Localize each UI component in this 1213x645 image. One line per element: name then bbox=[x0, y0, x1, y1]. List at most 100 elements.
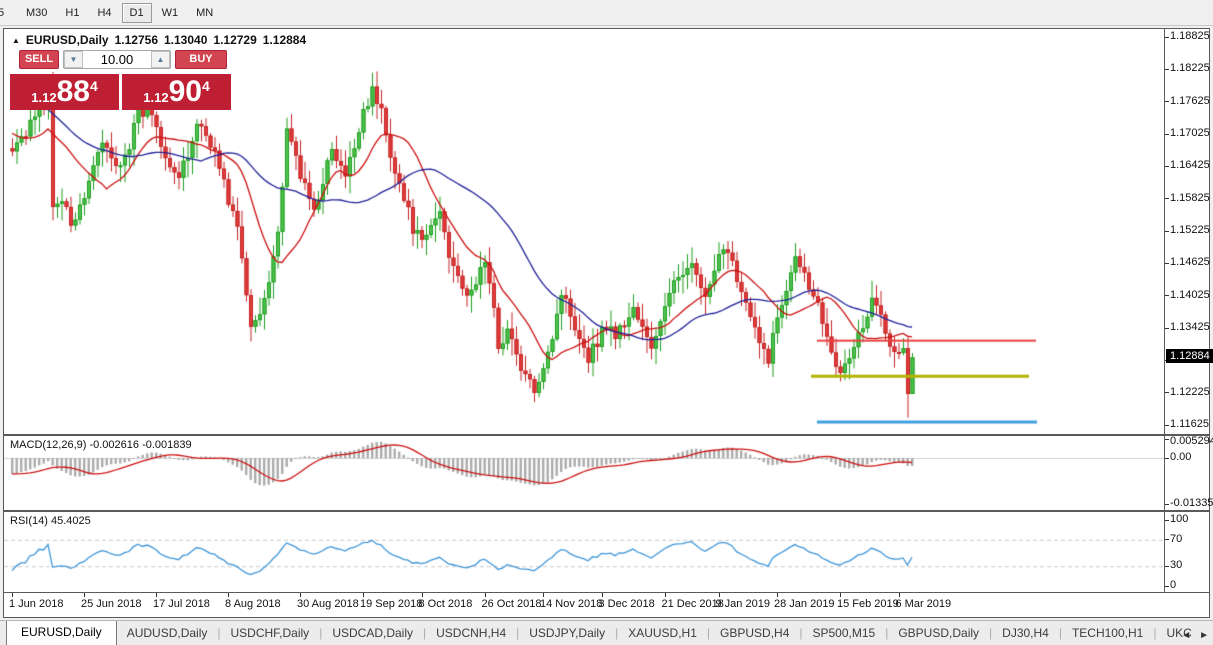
rsi-axis-tick bbox=[1165, 519, 1169, 521]
price-axis-tick bbox=[1165, 392, 1169, 394]
date-axis-label: 14 Nov 2018 bbox=[540, 598, 603, 610]
price-axis-label: 1.17625 bbox=[1170, 94, 1210, 107]
chart-tab-xauusd[interactable]: XAUUSD,H1 bbox=[628, 626, 697, 640]
date-axis-label: 1 Jun 2018 bbox=[9, 598, 64, 610]
chart-tab-usdcnh[interactable]: USDCNH,H4 bbox=[436, 626, 507, 640]
sell-button[interactable]: SELL bbox=[19, 50, 59, 69]
chart-tab-sp500[interactable]: SP500,M15 bbox=[812, 626, 876, 640]
date-axis-tick bbox=[777, 593, 778, 597]
chart-tab-dj30[interactable]: DJ30,H4 bbox=[1002, 626, 1049, 640]
price-axis[interactable]: 1.12884 1.18825 1.18225 1.17625 1.17025 1.16… bbox=[1164, 29, 1213, 434]
rsi-label: RSI(14) 45.4025 bbox=[10, 515, 91, 527]
timeframe-button-mn[interactable]: MN bbox=[196, 6, 214, 19]
chart-tab-usdjpy[interactable]: USDJPY,Daily bbox=[529, 626, 606, 640]
sell-price-main: 88 bbox=[56, 75, 90, 108]
price-axis-label: 1.18225 bbox=[1170, 62, 1210, 75]
macd-axis-label: 0.005294 bbox=[1170, 435, 1213, 447]
macd-canvas[interactable] bbox=[4, 436, 1164, 510]
rsi-axis-tick bbox=[1165, 565, 1169, 567]
tab-separator: | bbox=[989, 626, 993, 640]
date-axis-tick bbox=[664, 593, 666, 597]
timeframe-button-d1[interactable]: D1 bbox=[121, 2, 152, 23]
price-axis-label: 1.17025 bbox=[1170, 127, 1210, 139]
price-axis-tick bbox=[1165, 36, 1169, 38]
timeframe-button-5[interactable]: 5 bbox=[0, 3, 16, 23]
macd-axis[interactable]: 0.005294 0.00 -0.013353 bbox=[1164, 435, 1213, 510]
date-axis-label: 9 Jan 2019 bbox=[715, 598, 770, 610]
date-axis-tick bbox=[12, 593, 13, 597]
date-axis-label: 15 Feb 2019 bbox=[837, 598, 899, 610]
tab-separator: | bbox=[706, 626, 711, 640]
date-axis-label: 30 Aug 2018 bbox=[297, 598, 359, 610]
rsi-canvas[interactable] bbox=[4, 512, 1164, 592]
chart-tab-usdcad[interactable]: USDCAD,Daily bbox=[332, 626, 413, 640]
ohlc-low: 1.12729 bbox=[213, 33, 257, 47]
tab-separator: | bbox=[1153, 626, 1157, 640]
date-axis-tick bbox=[156, 593, 157, 597]
chart-window: ▲ EURUSD,Daily 1.12756 1.13040 1.12729 1… bbox=[3, 28, 1213, 618]
chart-tab-audusd[interactable]: AUDUSD,Daily bbox=[126, 626, 208, 640]
rsi-axis-label: 0 bbox=[1170, 579, 1177, 591]
tab-separator: | bbox=[516, 626, 520, 640]
sell-price-display[interactable]: 1.12 88 4 bbox=[10, 74, 119, 110]
timeframe-button-w1[interactable]: W1 bbox=[161, 6, 179, 19]
volume-input[interactable] bbox=[83, 51, 151, 68]
date-axis-tick bbox=[421, 593, 423, 597]
date-axis-tick bbox=[228, 593, 229, 597]
date-axis-label: 8 Oct 2018 bbox=[418, 598, 473, 610]
ohlc-open: 1.12756 bbox=[114, 33, 158, 47]
pane-separator[interactable] bbox=[4, 434, 1209, 436]
symbol-name: EURUSD,Daily bbox=[25, 33, 109, 47]
date-axis-tick bbox=[84, 593, 85, 597]
price-axis-label: 1.11625 bbox=[1170, 418, 1209, 430]
timeframe-button-h4[interactable]: H4 bbox=[97, 6, 112, 19]
date-axis-tick bbox=[300, 593, 301, 597]
macd-label: MACD(12,26,9) -0.002616 -0.001839 bbox=[10, 439, 192, 451]
chart-tab-eurusd[interactable]: EURUSD,Daily bbox=[6, 621, 117, 645]
pane-separator[interactable] bbox=[4, 510, 1209, 512]
tab-separator: | bbox=[799, 626, 803, 640]
price-axis-tick bbox=[1165, 68, 1169, 70]
price-axis-label: 1.12225 bbox=[1170, 385, 1210, 398]
rsi-axis[interactable]: 100 70 30 0 bbox=[1164, 512, 1209, 592]
date-axis-tick bbox=[484, 593, 486, 597]
tabs-scroll-left-icon[interactable]: ◄ bbox=[1181, 630, 1192, 641]
price-axis-label: 1.14025 bbox=[1170, 288, 1210, 301]
chart-tab-ukc[interactable]: UKC bbox=[1166, 626, 1192, 640]
tabs-scroll-right-icon[interactable]: ► bbox=[1199, 630, 1209, 641]
chart-tab-gbpusd[interactable]: GBPUSD,Daily bbox=[898, 626, 980, 640]
date-axis-tick bbox=[543, 593, 544, 597]
chart-tab-usdchf[interactable]: USDCHF,Daily bbox=[230, 626, 310, 640]
macd-axis-tick bbox=[1165, 503, 1169, 505]
price-axis-tick bbox=[1165, 424, 1169, 426]
date-axis-label: 8 Aug 2018 bbox=[225, 598, 281, 610]
date-axis-label: 17 Jul 2018 bbox=[153, 598, 210, 610]
timeframe-button-m30[interactable]: M30 bbox=[26, 6, 48, 19]
chart-tab-tech100[interactable]: TECH100,H1 bbox=[1071, 626, 1144, 640]
tab-separator: | bbox=[615, 626, 619, 640]
date-axis-label: 28 Jan 2019 bbox=[774, 598, 835, 610]
price-axis-tick bbox=[1165, 262, 1169, 264]
buy-price-main: 90 bbox=[168, 75, 202, 108]
date-axis-label: 6 Mar 2019 bbox=[895, 598, 952, 610]
date-axis-tick bbox=[718, 593, 720, 597]
price-axis-tick bbox=[1165, 165, 1169, 167]
price-axis-label: 1.13425 bbox=[1170, 321, 1210, 333]
rsi-axis-label: 70 bbox=[1170, 532, 1183, 545]
buy-price-display[interactable]: 1.12 90 4 bbox=[122, 74, 231, 110]
chart-tab-gbpusd[interactable]: GBPUSD,H4 bbox=[720, 626, 790, 640]
buy-price-prefix: 1.12 bbox=[143, 89, 169, 105]
timeframe-button-h1[interactable]: H1 bbox=[65, 6, 80, 19]
price-axis-tick bbox=[1165, 230, 1169, 232]
date-axis-tick bbox=[363, 593, 364, 597]
macd-pane: MACD(12,26,9) -0.002616 -0.001839 0.0052… bbox=[4, 435, 1213, 510]
buy-button[interactable]: BUY bbox=[175, 50, 227, 69]
volume-decrease-icon[interactable]: ▼ bbox=[64, 51, 83, 68]
tab-separator: | bbox=[1058, 626, 1062, 640]
macd-axis-tick bbox=[1165, 457, 1169, 459]
price-axis-label: 1.15225 bbox=[1170, 224, 1210, 236]
macd-axis-label: -0.013353 bbox=[1170, 497, 1213, 510]
volume-increase-icon[interactable]: ▲ bbox=[151, 51, 170, 68]
date-axis[interactable]: 1 Jun 2018 25 Jun 2018 17 Jul 2018 8 Aug 20… bbox=[4, 593, 1209, 616]
tab-separator: | bbox=[217, 626, 221, 640]
